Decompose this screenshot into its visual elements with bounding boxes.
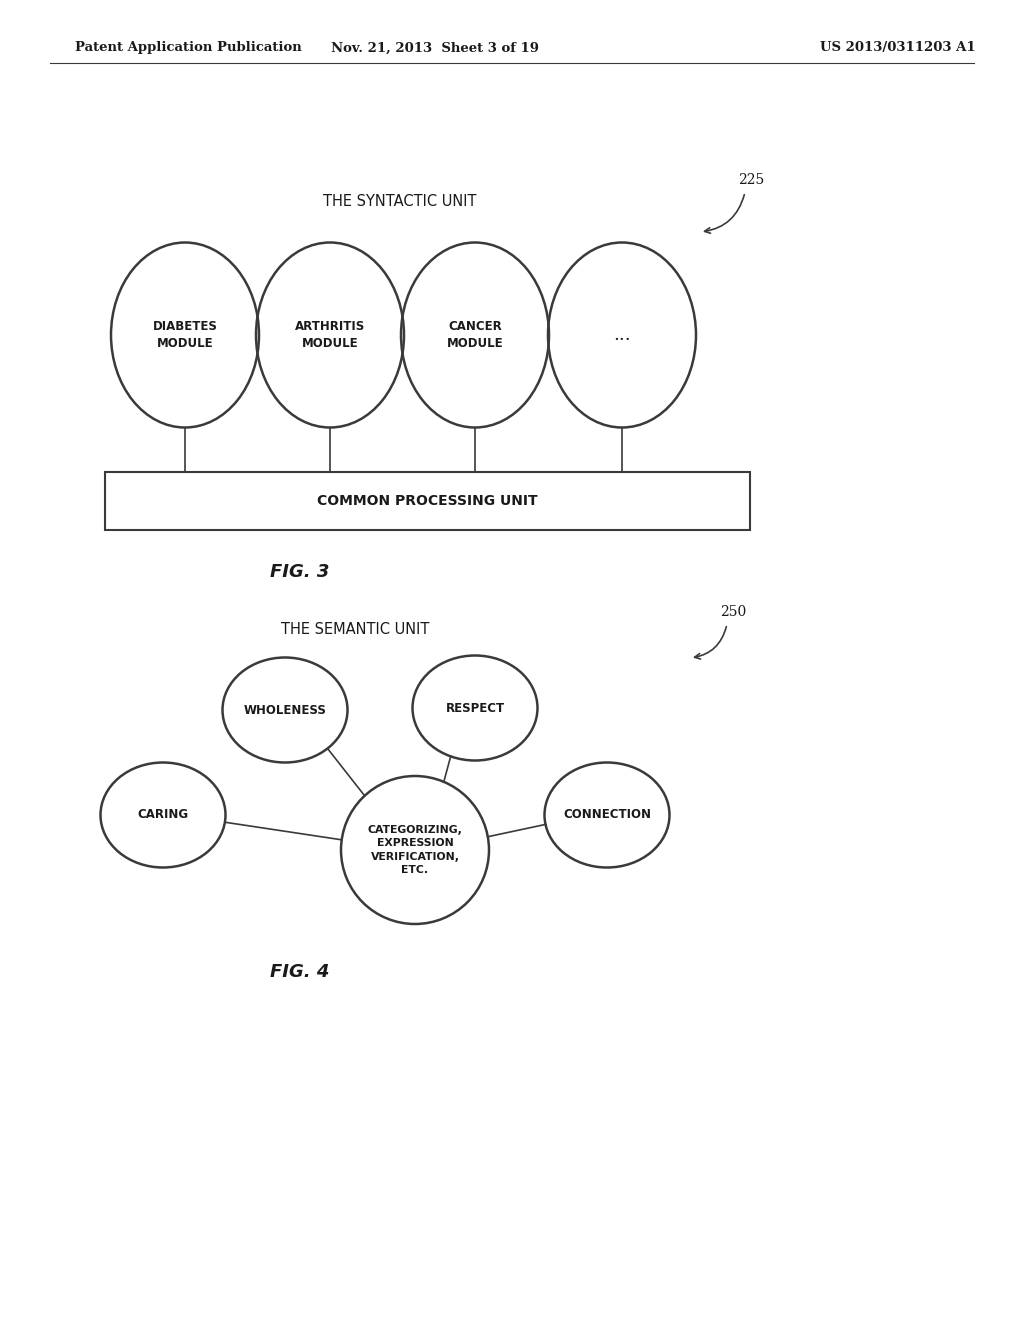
Text: CATEGORIZING,
EXPRESSION
VERIFICATION,
ETC.: CATEGORIZING, EXPRESSION VERIFICATION, E… xyxy=(368,825,463,875)
Text: THE SYNTACTIC UNIT: THE SYNTACTIC UNIT xyxy=(324,194,477,210)
Text: CARING: CARING xyxy=(137,808,188,821)
Text: Nov. 21, 2013  Sheet 3 of 19: Nov. 21, 2013 Sheet 3 of 19 xyxy=(331,41,539,54)
Text: CANCER
MODULE: CANCER MODULE xyxy=(446,319,504,350)
Text: FIG. 4: FIG. 4 xyxy=(270,964,330,981)
Bar xyxy=(105,473,750,531)
Text: ...: ... xyxy=(613,326,631,345)
Text: Patent Application Publication: Patent Application Publication xyxy=(75,41,302,54)
Text: THE SEMANTIC UNIT: THE SEMANTIC UNIT xyxy=(281,623,429,638)
Text: 250: 250 xyxy=(720,605,746,619)
Text: COMMON PROCESSING UNIT: COMMON PROCESSING UNIT xyxy=(317,494,538,508)
Text: CONNECTION: CONNECTION xyxy=(563,808,651,821)
FancyArrowPatch shape xyxy=(705,194,744,234)
Text: DIABETES
MODULE: DIABETES MODULE xyxy=(153,319,217,350)
Text: ARTHRITIS
MODULE: ARTHRITIS MODULE xyxy=(295,319,366,350)
FancyArrowPatch shape xyxy=(694,627,726,659)
Text: FIG. 3: FIG. 3 xyxy=(270,564,330,581)
Text: 225: 225 xyxy=(738,173,764,187)
Text: US 2013/0311203 A1: US 2013/0311203 A1 xyxy=(820,41,976,54)
Text: WHOLENESS: WHOLENESS xyxy=(244,704,327,717)
Text: RESPECT: RESPECT xyxy=(445,701,505,714)
